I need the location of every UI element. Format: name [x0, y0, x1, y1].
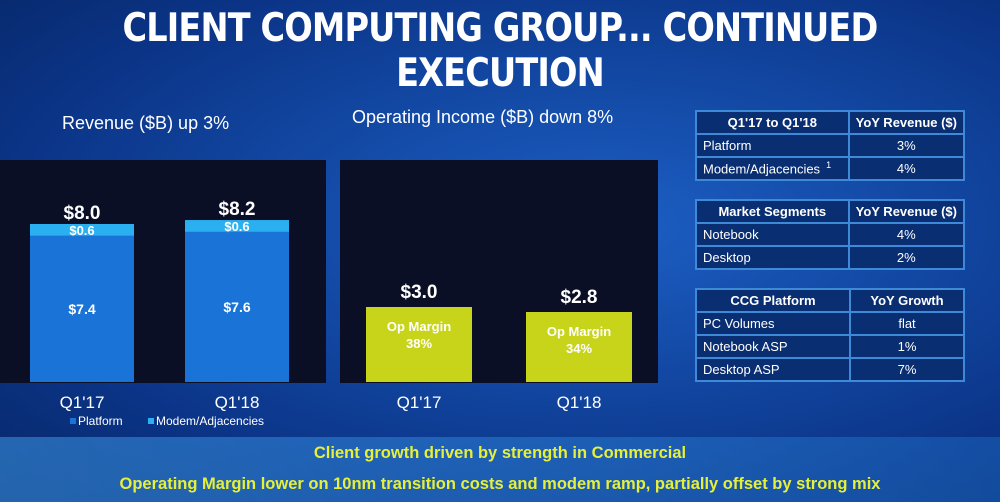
table-row: Notebook ASP 1% [695, 334, 965, 359]
op-margin-value: 38% [406, 336, 432, 351]
table-header: Market Segments [695, 199, 850, 224]
bar-value-label: $3.0 [401, 282, 438, 303]
revenue-chart: $7.4$0.6$8.0Q1'17$7.6$0.6$8.2Q1'18Platfo… [30, 199, 289, 428]
legend-label: Modem/Adjacencies [156, 414, 264, 428]
table-header: CCG Platform [695, 288, 851, 313]
platform-value-label: $7.6 [223, 299, 250, 315]
modem-bar [30, 224, 134, 236]
table-row: Desktop 2% [695, 245, 966, 270]
table-row: Modem/Adjacencies 1 4% [695, 156, 966, 181]
x-tick-label: Q1'17 [60, 393, 105, 412]
table-header: Q1'17 to Q1'18 [695, 110, 850, 135]
legend-swatch [148, 418, 154, 424]
footnote-marker: 1 [826, 160, 832, 171]
legend-swatch [70, 418, 76, 424]
summary-banner: Client growth driven by strength in Comm… [0, 437, 1000, 502]
op-margin-label: Op Margin [547, 324, 611, 339]
banner-line-1: Client growth driven by strength in Comm… [313, 444, 687, 462]
table-header: YoY Growth [849, 288, 965, 313]
market-segments-table: Market Segments YoY Revenue ($) Notebook… [695, 199, 966, 270]
banner-line-2: Operating Margin lower on 10nm transitio… [119, 475, 881, 493]
page-title: CLIENT COMPUTING GROUP... CONTINUED EXEC… [122, 6, 879, 96]
revenue-growth-table: Q1'17 to Q1'18 YoY Revenue ($) Platform … [695, 110, 966, 181]
ccg-platform-table: CCG Platform YoY Growth PC Volumes flat … [695, 288, 965, 382]
row-value: 1% [849, 334, 965, 359]
modem-value-label: $0.6 [69, 223, 94, 238]
op-margin-label: Op Margin [387, 319, 451, 334]
row-value: 4% [847, 222, 966, 247]
row-value: 2% [847, 245, 966, 270]
operating-income-bar [526, 312, 632, 382]
operating-income-chart: $3.0 Op Margin 38% Q1'17 $2.8 Op Margin 34% Q1'… [366, 282, 632, 412]
total-value-label: $8.2 [219, 199, 256, 220]
row-label: Desktop ASP [695, 357, 851, 382]
row-label: Desktop [695, 245, 850, 270]
row-label: Platform [703, 138, 752, 153]
table-row: PC Volumes flat [695, 311, 965, 336]
table-row: Platform 3% [695, 133, 966, 158]
row-label: Modem/Adjacencies [703, 161, 821, 177]
revenue-chart-title: Revenue ($B) up 3% [62, 113, 230, 133]
bar-value-label: $2.8 [561, 287, 598, 308]
row-value: 3% [847, 133, 966, 158]
op-margin-value: 34% [566, 341, 592, 356]
row-value: 7% [849, 357, 965, 382]
row-value: flat [849, 311, 965, 336]
platform-bar [30, 235, 134, 382]
row-value: 4% [847, 156, 966, 181]
platform-value-label: $7.4 [68, 301, 95, 317]
modem-bar [185, 220, 289, 232]
row-label: PC Volumes [695, 311, 851, 336]
modem-value-label: $0.6 [224, 219, 249, 234]
x-tick-label: Q1'17 [397, 393, 442, 412]
table-row: Notebook 4% [695, 222, 966, 247]
row-label: Notebook ASP [695, 334, 851, 359]
platform-bar [185, 231, 289, 382]
row-label: Notebook [695, 222, 850, 247]
total-value-label: $8.0 [64, 203, 101, 224]
x-tick-label: Q1'18 [215, 393, 260, 412]
table-header: YoY Revenue ($) [847, 110, 966, 135]
table-row: Desktop ASP 7% [695, 357, 965, 382]
operating-income-bar [366, 307, 472, 382]
x-tick-label: Q1'18 [557, 393, 602, 412]
table-header: YoY Revenue ($) [847, 199, 966, 224]
legend-label: Platform [78, 414, 123, 428]
operating-income-chart-title: Operating Income ($B) down 8% [352, 107, 614, 127]
